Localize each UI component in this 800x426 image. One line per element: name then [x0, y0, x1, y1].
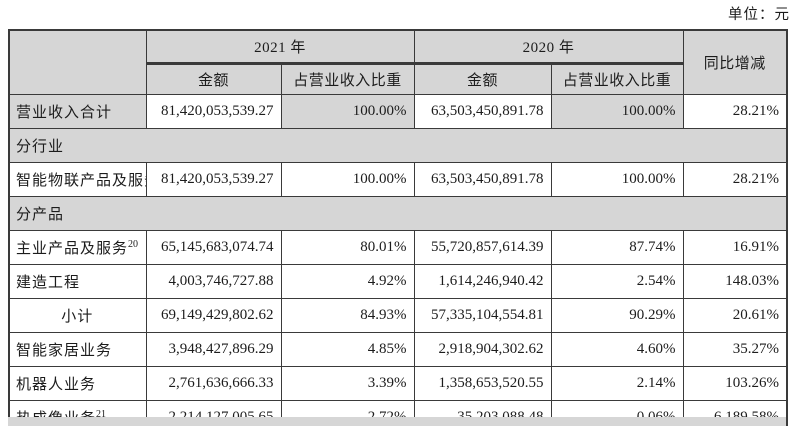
- proportion-2020-cell: 90.29%: [550, 298, 684, 333]
- section-row: 分产品: [8, 196, 788, 231]
- yoy-header: 同比增减: [682, 29, 788, 95]
- amount-2021-cell: 81,420,053,539.27: [145, 94, 282, 129]
- section-label-cell: 分产品: [8, 196, 788, 231]
- amount-2021-cell: 3,948,427,896.29: [145, 332, 282, 367]
- yoy-cell: 35.27%: [682, 332, 788, 367]
- table-row: 智能家居业务 3,948,427,896.29 4.85% 2,918,904,302…: [8, 332, 788, 367]
- amount-2021-cell: 2,761,636,666.33: [145, 366, 282, 401]
- table-row: 智能物联产品及服务 81,420,053,539.27 100.00% 63,503,…: [8, 162, 788, 197]
- table-body: 营业收入合计 81,420,053,539.27 100.00% 63,503,450…: [8, 94, 788, 426]
- row-label-cell: 智能物联产品及服务: [8, 162, 147, 197]
- yoy-cell: 20.61%: [682, 298, 788, 333]
- proportion-2021-cell: 3.39%: [280, 366, 415, 401]
- unit-label: 单位：元: [728, 7, 790, 23]
- amount-2020-cell: 57,335,104,554.81: [413, 298, 552, 333]
- header-row-years: 2021 年 2020 年 同比增减: [8, 29, 788, 95]
- row-label-cell: 智能家居业务: [8, 332, 147, 367]
- year-2021-header: 2021 年: [145, 29, 415, 65]
- proportion-2021-cell: 4.92%: [280, 264, 415, 299]
- next-row-partial: [8, 417, 786, 426]
- proportion-2020-cell: 2.54%: [550, 264, 684, 299]
- row-label-cell: 主业产品及服务20: [8, 230, 147, 265]
- corner-cell: [8, 29, 147, 95]
- proportion-2020-cell: 87.74%: [550, 230, 684, 265]
- proportion-2021-cell: 4.85%: [280, 332, 415, 367]
- table-row: 小计 69,149,429,802.62 84.93% 57,335,104,554.…: [8, 298, 788, 333]
- table-header: 2021 年 2020 年 同比增减 金额 占营业收入比重 金额 占营业收入比重: [8, 29, 788, 95]
- proportion-2021-cell: 84.93%: [280, 298, 415, 333]
- row-label-cell: 小计: [8, 298, 147, 333]
- proportion-2020-cell: 2.14%: [550, 366, 684, 401]
- row-label-cell: 建造工程: [8, 264, 147, 299]
- yoy-cell: 28.21%: [682, 162, 788, 197]
- proportion-2020-cell: 100.00%: [550, 162, 684, 197]
- yoy-cell: 28.21%: [682, 94, 788, 129]
- year-2020-header: 2020 年: [413, 29, 684, 65]
- table-row: 建造工程 4,003,746,727.88 4.92% 1,614,246,940.4…: [8, 264, 788, 299]
- table-row: 机器人业务 2,761,636,666.33 3.39% 1,358,653,520.…: [8, 366, 788, 401]
- footnote-ref: 20: [128, 239, 139, 250]
- row-label-cell: 营业收入合计: [8, 94, 147, 129]
- amount-2021-cell: 69,149,429,802.62: [145, 298, 282, 333]
- proportion-2020-cell: 4.60%: [550, 332, 684, 367]
- amount-2020-cell: 63,503,450,891.78: [413, 94, 552, 129]
- yoy-cell: 148.03%: [682, 264, 788, 299]
- proportion-2021-header: 占营业收入比重: [280, 63, 415, 95]
- yoy-cell: 103.26%: [682, 366, 788, 401]
- section-label-cell: 分行业: [8, 128, 788, 163]
- proportion-2020-header: 占营业收入比重: [550, 63, 684, 95]
- footnote-ref: 21: [96, 409, 107, 420]
- amount-2020-cell: 55,720,857,614.39: [413, 230, 552, 265]
- proportion-2020-cell: 100.00%: [550, 94, 684, 129]
- table-row: 营业收入合计 81,420,053,539.27 100.00% 63,503,450…: [8, 94, 788, 129]
- amount-2020-cell: 63,503,450,891.78: [413, 162, 552, 197]
- amount-2021-cell: 65,145,683,074.74: [145, 230, 282, 265]
- amount-2020-cell: 1,358,653,520.55: [413, 366, 552, 401]
- amount-2020-cell: 2,918,904,302.62: [413, 332, 552, 367]
- table-row: 主业产品及服务20 65,145,683,074.74 80.01% 55,720,8…: [8, 230, 788, 265]
- proportion-2021-cell: 80.01%: [280, 230, 415, 265]
- proportion-2021-cell: 100.00%: [280, 162, 415, 197]
- section-row: 分行业: [8, 128, 788, 163]
- amount-2021-cell: 4,003,746,727.88: [145, 264, 282, 299]
- revenue-table: 2021 年 2020 年 同比增减 金额 占营业收入比重 金额 占营业收入比重…: [8, 29, 789, 426]
- row-label-cell: 机器人业务: [8, 366, 147, 401]
- yoy-cell: 16.91%: [682, 230, 788, 265]
- amount-2020-cell: 1,614,246,940.42: [413, 264, 552, 299]
- header-row-measures: 金额 占营业收入比重 金额 占营业收入比重: [9, 63, 787, 95]
- amount-2021-header: 金额: [145, 63, 282, 95]
- proportion-2021-cell: 100.00%: [280, 94, 415, 129]
- amount-2021-cell: 81,420,053,539.27: [145, 162, 282, 197]
- amount-2020-header: 金额: [413, 63, 552, 95]
